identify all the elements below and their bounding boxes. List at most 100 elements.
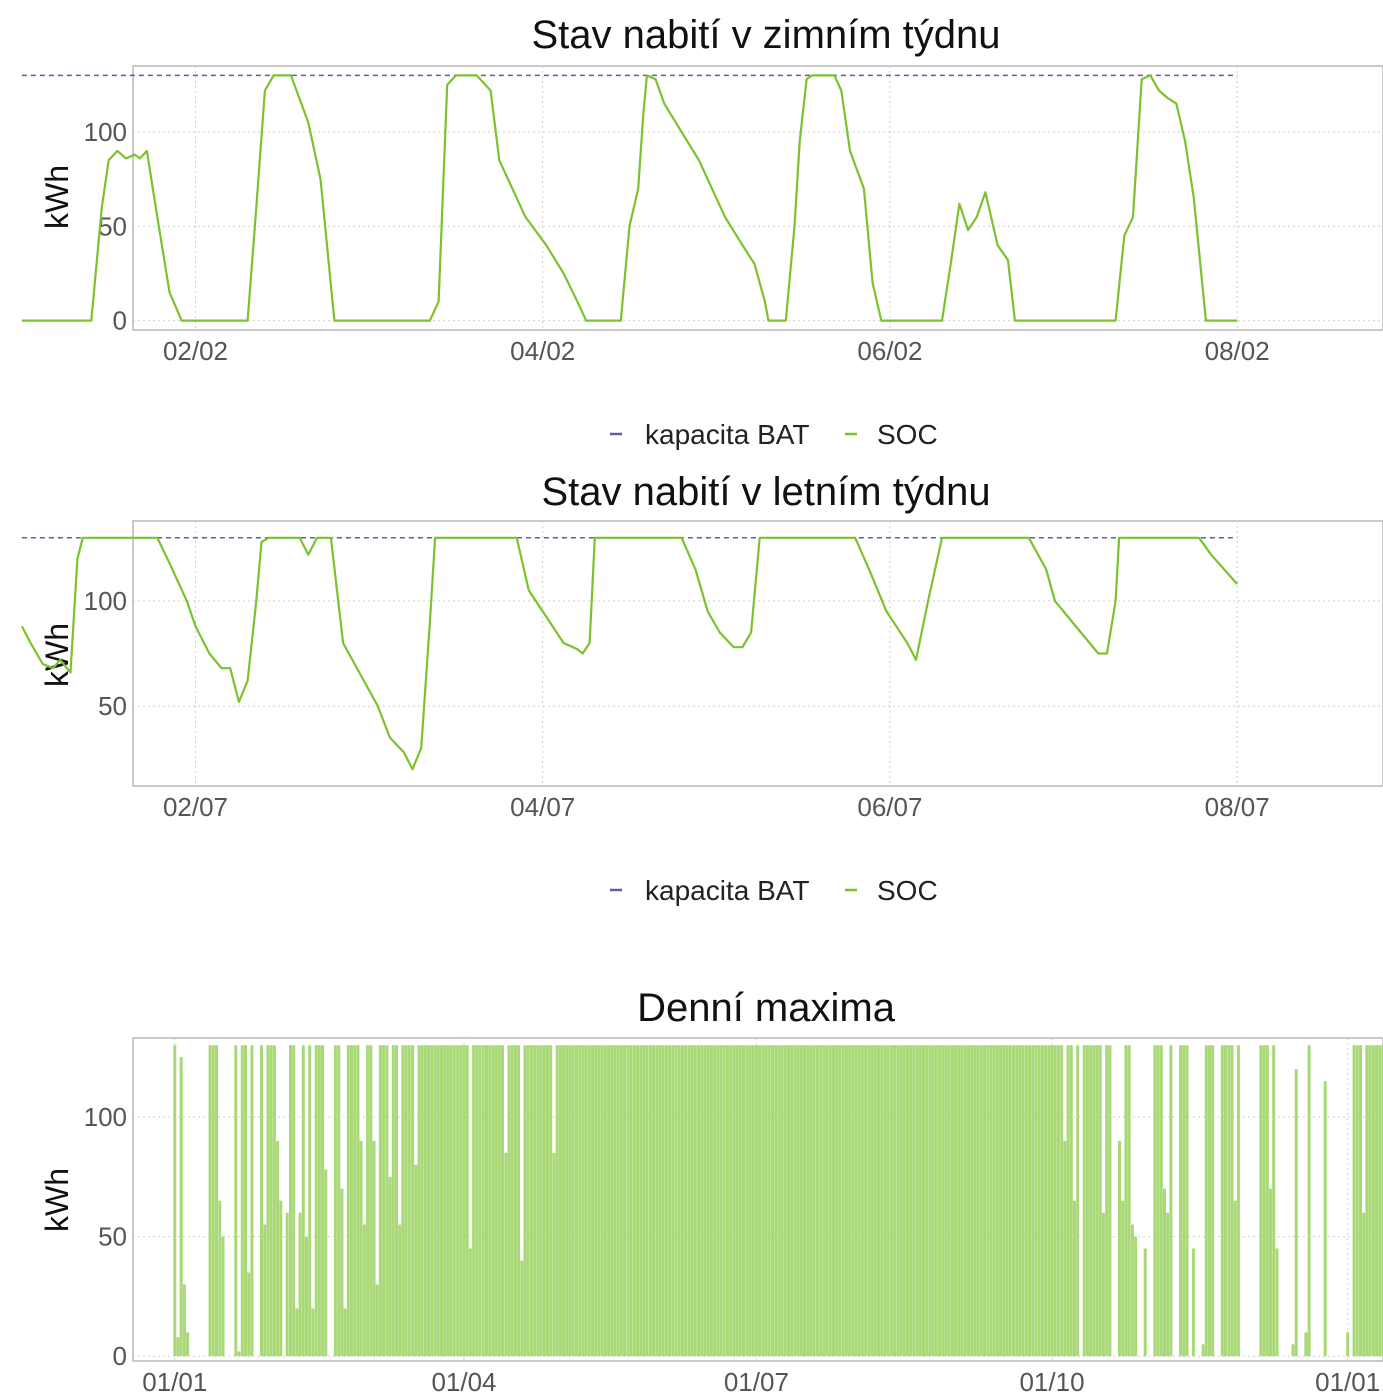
bar: [449, 1045, 453, 1357]
bar: [931, 1045, 935, 1357]
bar: [1118, 1140, 1121, 1357]
bar: [1208, 1045, 1211, 1357]
bar: [832, 1045, 835, 1357]
bar: [796, 1045, 800, 1357]
bar: [494, 1045, 498, 1357]
bar: [269, 1045, 273, 1357]
bar: [886, 1045, 890, 1357]
x-tick-label: 06/07: [857, 792, 922, 822]
bar: [478, 1045, 482, 1357]
bar: [301, 1045, 305, 1357]
bar: [610, 1045, 614, 1357]
bar: [860, 1045, 864, 1357]
series-line-soc: [20, 536, 1239, 771]
bar: [1233, 1200, 1237, 1357]
x-tick-label: 01/07: [724, 1367, 789, 1392]
bar: [1012, 1045, 1015, 1357]
bar: [1031, 1045, 1035, 1357]
bar: [713, 1045, 717, 1357]
bar: [182, 1284, 186, 1357]
bar: [880, 1045, 884, 1357]
bar: [970, 1045, 974, 1357]
bar: [382, 1045, 386, 1357]
y-tick-label: 0: [113, 1341, 127, 1371]
bar: [1095, 1045, 1099, 1357]
bar: [1153, 1045, 1157, 1357]
bar: [790, 1045, 794, 1357]
bar: [1368, 1045, 1372, 1357]
bar: [211, 1045, 215, 1357]
bar: [1050, 1045, 1054, 1357]
bar: [1236, 1045, 1240, 1357]
bar: [1166, 1212, 1170, 1357]
bar: [539, 1045, 543, 1357]
bar: [664, 1045, 668, 1357]
legend-label-capacity: kapacita BAT: [645, 875, 809, 906]
bar: [562, 1045, 566, 1357]
bar: [1101, 1212, 1105, 1357]
bar: [1362, 1212, 1366, 1357]
y-tick-label: 50: [98, 691, 127, 721]
bar: [1355, 1045, 1359, 1357]
bar: [1063, 1140, 1067, 1357]
bar: [1021, 1045, 1025, 1357]
y-axis-label: kWh: [39, 1168, 75, 1232]
bar: [578, 1045, 582, 1357]
bar: [1098, 1045, 1102, 1357]
bar: [465, 1045, 469, 1357]
x-tick-label: 06/02: [857, 336, 922, 366]
x-tick-label: 04/02: [510, 336, 575, 366]
bar: [398, 1224, 402, 1357]
bar: [1375, 1045, 1379, 1357]
bar: [979, 1045, 983, 1357]
bar: [420, 1045, 424, 1357]
bar: [468, 1248, 472, 1357]
bar: [571, 1045, 575, 1357]
bar: [848, 1045, 852, 1357]
bar: [446, 1045, 450, 1357]
bar: [1291, 1344, 1295, 1357]
bar: [780, 1045, 784, 1357]
bar: [870, 1045, 874, 1357]
bar: [1121, 1200, 1125, 1357]
bar: [677, 1045, 681, 1357]
bar: [799, 1045, 803, 1357]
bar: [697, 1045, 701, 1357]
bar: [504, 1152, 508, 1357]
bar: [751, 1045, 755, 1357]
bar: [343, 1308, 347, 1357]
bar: [857, 1045, 861, 1357]
bar: [1265, 1045, 1269, 1357]
bar: [639, 1045, 643, 1357]
bar: [809, 1045, 813, 1357]
bar: [574, 1045, 578, 1357]
bar: [1156, 1045, 1160, 1357]
summer-week-chart: Stav nabití v letním týdnu kWh 50 100 02/0…: [20, 470, 1383, 906]
bar: [687, 1045, 691, 1357]
bar: [671, 1045, 675, 1357]
bar: [510, 1045, 514, 1357]
legend: kapacita BAT SOC: [610, 419, 938, 450]
bar: [1346, 1332, 1350, 1357]
bar: [1134, 1236, 1138, 1357]
bar: [456, 1045, 460, 1357]
bar: [279, 1200, 283, 1357]
bar: [491, 1045, 495, 1357]
bar: [1092, 1045, 1096, 1357]
legend-label-capacity: kapacita BAT: [645, 419, 809, 450]
bar: [1073, 1200, 1076, 1357]
bar: [709, 1045, 713, 1357]
bar: [1024, 1045, 1028, 1357]
bar: [1056, 1045, 1060, 1357]
bar: [581, 1045, 585, 1357]
bar: [1034, 1045, 1038, 1357]
bar: [501, 1045, 504, 1357]
bar: [237, 1351, 241, 1357]
bar: [411, 1045, 415, 1357]
bar: [819, 1045, 823, 1357]
bar: [803, 1045, 807, 1357]
bar: [1124, 1045, 1128, 1357]
bar: [822, 1045, 826, 1357]
bar: [645, 1045, 649, 1357]
